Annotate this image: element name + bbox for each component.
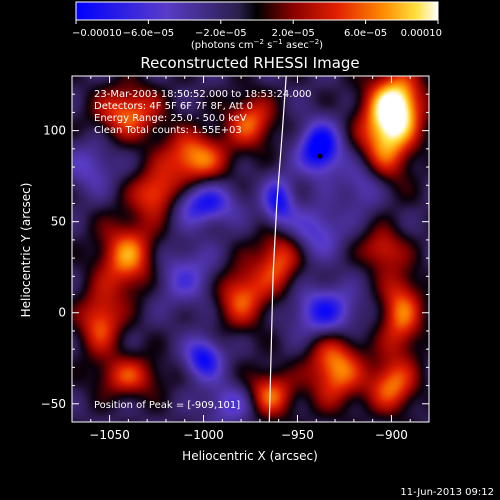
y-tick-label: 50 xyxy=(51,215,66,229)
y-tick-label: 100 xyxy=(43,124,66,138)
y-axis-ticks: −50 0 50 100 xyxy=(41,75,429,411)
x-tick-label: −1050 xyxy=(89,428,130,442)
annotation-block: 23-Mar-2003 18:50:52.000 to 18:53:24.000… xyxy=(94,89,312,136)
x-tick-label: −1000 xyxy=(183,428,224,442)
y-tick-label: 0 xyxy=(58,306,66,320)
colorbar-tick-label: −0.00010 xyxy=(72,28,122,39)
annotation-time: 23-Mar-2003 18:50:52.000 to 18:53:24.000 xyxy=(94,89,312,100)
y-axis-label: Heliocentric Y (arcsec) xyxy=(19,183,33,318)
x-axis-label: Heliocentric X (arcsec) xyxy=(182,449,318,463)
annotation-energy: Energy Range: 25.0 - 50.0 keV xyxy=(94,113,247,124)
chart-title: Reconstructed RHESSI Image xyxy=(140,54,359,72)
plot-frame xyxy=(71,75,430,423)
y-tick-label: −50 xyxy=(41,397,66,411)
x-tick-label: −900 xyxy=(375,428,408,442)
peak-marker xyxy=(317,153,323,159)
colorbar-frame xyxy=(75,1,439,21)
colorbar-tick-label: −6.0e−05 xyxy=(123,28,175,39)
heatmap-image xyxy=(72,76,429,422)
x-axis-ticks: −1050 −1000 −950 −900 xyxy=(89,76,430,442)
footer-date: 11-Jun-2013 09:12 xyxy=(400,487,494,498)
colorbar-tick-label: 0.00010 xyxy=(401,28,442,39)
x-tick-label: −950 xyxy=(281,428,314,442)
colorbar-ticks: −0.00010 −6.0e−05 −2.0e−05 2.0e−05 6.0e−05 0.… xyxy=(72,20,442,39)
colorbar-tick-label: −2.0e−05 xyxy=(195,28,247,39)
colorbar xyxy=(76,2,438,20)
peak-position-label: Position of Peak = [-909,101] xyxy=(94,400,240,411)
annotation-clean: Clean Total counts: 1.55E+03 xyxy=(94,125,242,136)
annotation-detectors: Detectors: 4F 5F 6F 7F 8F, Att 0 xyxy=(94,101,253,112)
colorbar-unit-label: (photons cm−2 s−1 asec−2) xyxy=(191,38,323,51)
solar-limb-line xyxy=(268,76,287,422)
colorbar-tick-label: 2.0e−05 xyxy=(272,28,315,39)
colorbar-tick-label: 6.0e−05 xyxy=(344,28,387,39)
